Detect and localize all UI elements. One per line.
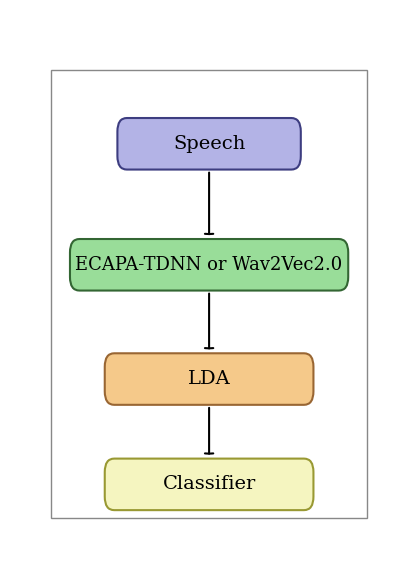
FancyBboxPatch shape (105, 353, 313, 405)
FancyBboxPatch shape (118, 118, 301, 169)
Text: ECAPA-TDNN or Wav2Vec2.0: ECAPA-TDNN or Wav2Vec2.0 (75, 255, 343, 274)
Text: Classifier: Classifier (162, 475, 256, 494)
FancyBboxPatch shape (105, 459, 313, 510)
Text: LDA: LDA (188, 370, 231, 388)
FancyBboxPatch shape (70, 239, 348, 290)
Text: Speech: Speech (173, 135, 245, 153)
